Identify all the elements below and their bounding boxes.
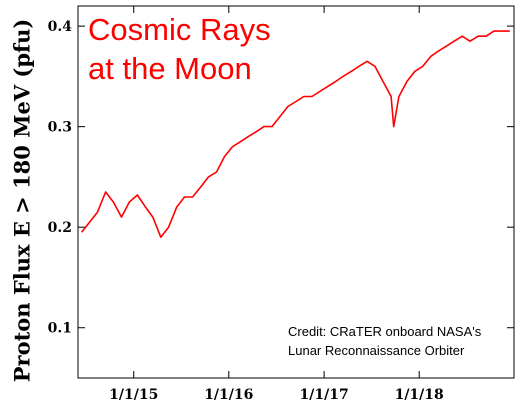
y-tick-label: 0.2 [48,220,72,236]
credit-annotation: Credit: CRaTER onboard NASA's Lunar Reco… [288,322,481,360]
x-tick-label: 1/1/18 [395,387,444,403]
y-tick-label: 0.4 [48,19,73,35]
credit-line-1: Credit: CRaTER onboard NASA's [288,324,482,339]
x-tick-label: 1/1/16 [204,387,253,403]
y-axis-label: Proton Flux E > 180 MeV (pfu) [2,18,42,382]
x-tick-label: 1/1/15 [109,387,158,403]
chart-title: Cosmic Rays at the Moon [88,10,271,88]
chart-title-line-2: at the Moon [88,51,252,86]
series-layer [80,30,510,238]
credit-line-2: Lunar Reconnaissance Orbiter [288,343,465,358]
y-axis-label-text: Proton Flux E > 180 MeV (pfu) [9,18,35,382]
x-tick-label: 1/1/17 [300,387,349,403]
plot-area-frame [77,5,515,379]
series-line [80,30,510,238]
chart-title-line-1: Cosmic Rays [88,12,271,47]
y-tick-label: 0.3 [48,120,72,136]
axis-ticks: 0.1 0.2 0.3 0.4 1/1/15 1/1/16 1/1/17 1/1/18 [48,6,514,403]
y-tick-label: 0.1 [48,321,72,337]
